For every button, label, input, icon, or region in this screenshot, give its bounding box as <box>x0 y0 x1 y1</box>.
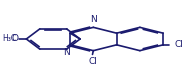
Text: H₃C: H₃C <box>3 34 17 44</box>
Text: Cl: Cl <box>174 40 183 49</box>
Text: N: N <box>63 48 70 57</box>
Text: Cl: Cl <box>88 57 97 66</box>
Text: N: N <box>90 15 97 24</box>
Text: O: O <box>12 34 19 44</box>
